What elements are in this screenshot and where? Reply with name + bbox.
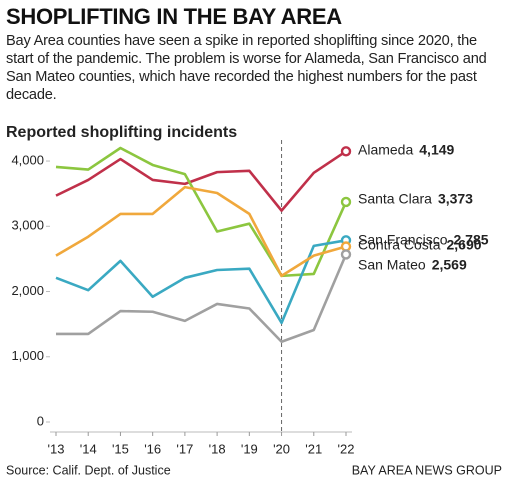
y-tick-label: 1,000 (11, 348, 44, 363)
x-tick-label: '20 (273, 441, 290, 456)
x-tick-label: '17 (176, 441, 193, 456)
y-tick-label: 3,000 (11, 218, 44, 233)
x-tick-label: '21 (305, 441, 322, 456)
end-dot (340, 146, 352, 157)
x-tick-label: '18 (209, 441, 226, 456)
x-tick-label: '14 (80, 441, 97, 456)
series-line (55, 146, 348, 278)
value-label: 2,690 (446, 237, 481, 253)
legend-label: Alameda (358, 142, 413, 158)
value-label: 2,785 (453, 232, 488, 248)
x-tick-label: '16 (144, 441, 161, 456)
value-label: 3,373 (438, 191, 473, 207)
end-dot (340, 196, 352, 208)
legend-label: San Mateo (358, 257, 426, 273)
subtitle: Bay Area counties have seen a spike in r… (6, 33, 487, 103)
legend-label: Santa Clara (358, 191, 432, 207)
end-dot (340, 249, 352, 260)
y-tick-label: 0 (37, 413, 44, 428)
series-line (55, 239, 347, 325)
credit: BAY AREA NEWS GROUP (352, 463, 502, 477)
series-line (56, 253, 348, 344)
series-line (55, 185, 347, 278)
series-line (55, 150, 347, 212)
value-label: 4,149 (419, 142, 454, 158)
value-label: 2,569 (432, 257, 467, 273)
header: SHOPLIFTING IN THE BAY AREA Bay Area cou… (6, 4, 504, 104)
legend-label: San Francisco (358, 232, 448, 248)
x-tick-label: '22 (338, 441, 355, 456)
x-tick-label: '13 (48, 441, 65, 456)
legend-label: Contra Costa (358, 237, 441, 253)
x-tick-label: '15 (112, 441, 129, 456)
title: SHOPLIFTING IN THE BAY AREA (6, 4, 342, 29)
y-tick-label: 4,000 (11, 152, 44, 167)
y-tick-label: 2,000 (11, 283, 44, 298)
x-tick-label: '19 (241, 441, 258, 456)
chart-title: Reported shoplifting incidents (6, 124, 237, 141)
source: Source: Calif. Dept. of Justice (6, 463, 171, 477)
